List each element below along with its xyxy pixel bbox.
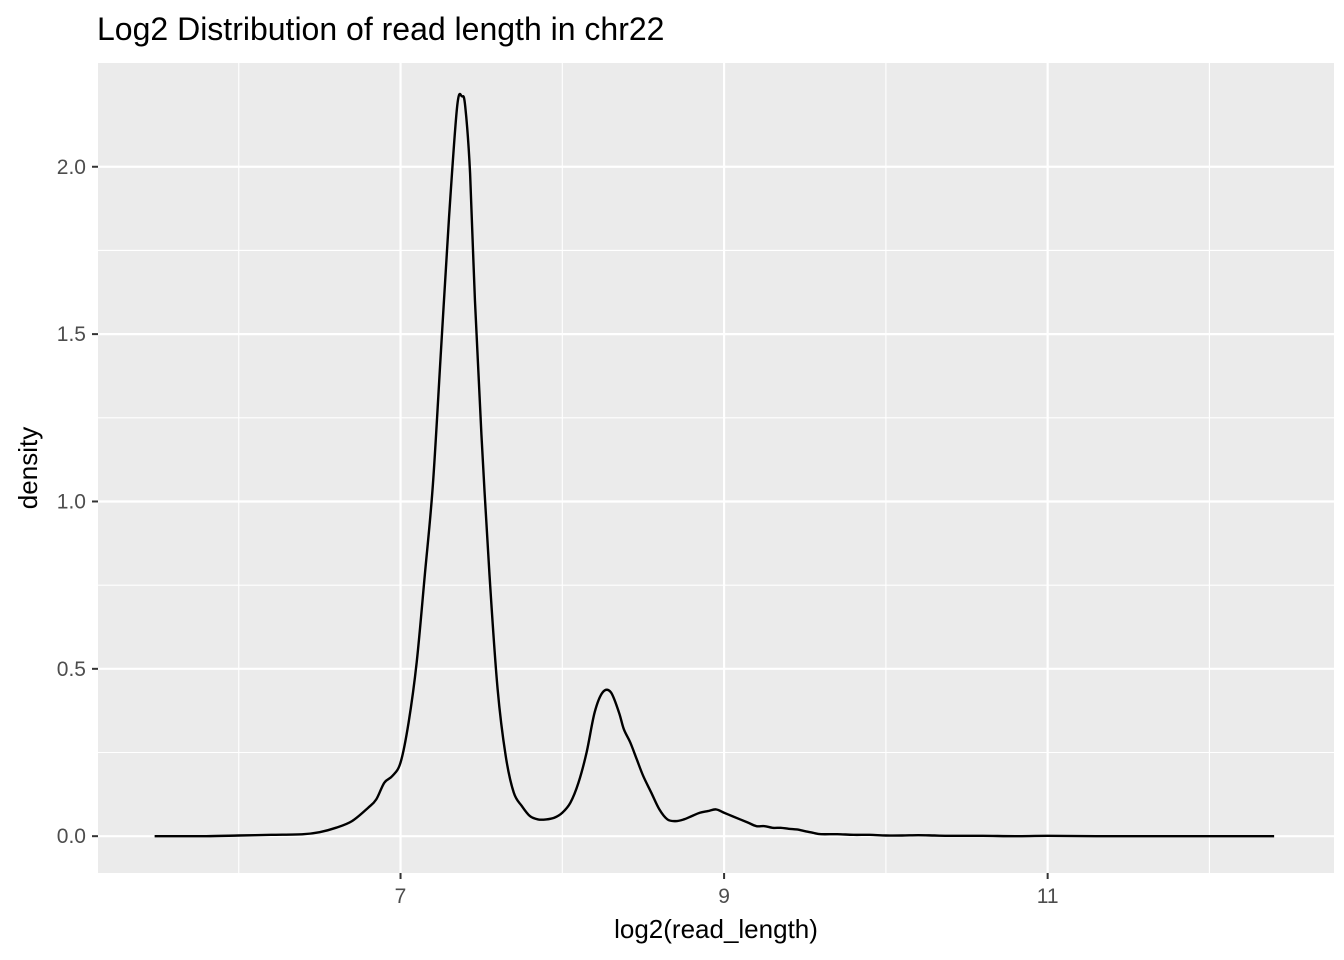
chart-title: Log2 Distribution of read length in chr2… xyxy=(97,11,664,47)
y-axis-title: density xyxy=(13,427,43,509)
x-tick-label: 7 xyxy=(395,885,407,908)
y-tick-label: 1.5 xyxy=(57,323,86,346)
x-tick-label: 11 xyxy=(1037,885,1059,908)
x-axis-title: log2(read_length) xyxy=(614,914,818,944)
x-axis: 7 9 11 xyxy=(395,873,1059,908)
x-tick-label: 9 xyxy=(718,885,730,908)
minor-gridlines xyxy=(98,63,1334,873)
plot-panel xyxy=(98,63,1334,873)
y-tick-label: 1.0 xyxy=(57,490,86,513)
y-axis: 0.0 0.5 1.0 1.5 2.0 xyxy=(57,156,98,848)
y-tick-label: 0.0 xyxy=(57,825,86,848)
y-tick-label: 0.5 xyxy=(57,658,86,681)
y-tick-label: 2.0 xyxy=(57,156,86,179)
major-gridlines xyxy=(98,63,1334,873)
density-series-line xyxy=(154,92,1275,838)
